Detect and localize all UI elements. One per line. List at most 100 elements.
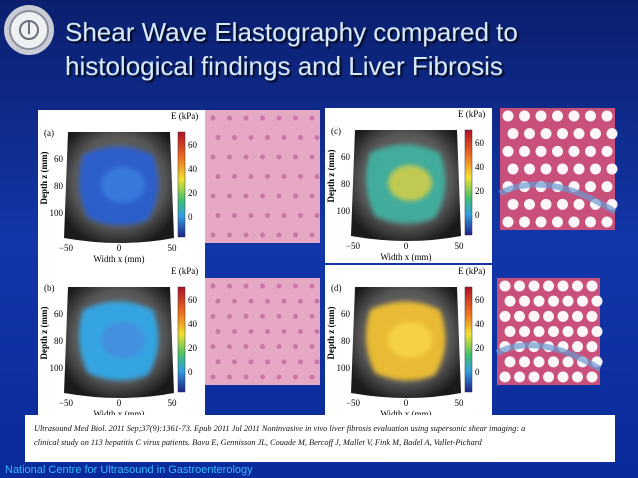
panel-label: (c) (331, 126, 341, 136)
histology-cell (227, 374, 232, 380)
histology-cell (562, 356, 574, 368)
y-tick: 60 (341, 309, 351, 319)
histology-cell (215, 298, 221, 304)
histology-cell (557, 280, 569, 292)
histology-cell (504, 295, 516, 307)
histology-cell (572, 280, 583, 292)
histology-cell (265, 174, 270, 179)
histology-cell (502, 145, 514, 157)
colorbar-tick: 40 (188, 164, 198, 174)
histology-cell (519, 326, 530, 337)
histology-cell (276, 313, 282, 319)
histology-cell (572, 341, 583, 353)
histology-cell (210, 374, 216, 380)
histology-cell (248, 329, 254, 334)
histology-cell (601, 110, 613, 122)
histology-cell (293, 313, 298, 319)
stiffness-map (388, 322, 432, 358)
histology-cell (557, 198, 568, 210)
histology-cell (557, 371, 569, 383)
histology-cell (568, 110, 580, 122)
histology-cell (606, 163, 618, 175)
histology-cell (276, 193, 282, 199)
histology-cell (281, 329, 287, 334)
histology-cell (586, 310, 598, 322)
histology-image (498, 108, 618, 230)
histology-cell (548, 326, 559, 337)
title-line: Shear Wave Elastography compared to (65, 17, 518, 47)
histology-cell (504, 356, 516, 368)
x-tick: −50 (346, 241, 361, 251)
histology-cell (552, 110, 563, 122)
colorbar-tick: 40 (475, 319, 485, 329)
histology-cell (519, 216, 530, 228)
panel-label: (b) (44, 283, 55, 293)
histology-cell (248, 359, 254, 365)
histology-cell (524, 163, 535, 175)
histology-cell (298, 298, 303, 304)
fibrosis-band (495, 342, 602, 372)
histology-cell (248, 213, 254, 218)
histology-cell (499, 371, 511, 383)
histology-cell (519, 356, 530, 368)
colorbar-tick: 60 (475, 295, 485, 305)
elastogram-panel: (a) E (kPa) 60 40 20 0 Depth z (mm) 60 80 100 −50 0… (38, 110, 205, 265)
histology-cell (552, 145, 563, 157)
y-tick: 100 (337, 206, 351, 216)
histology-cell (215, 359, 221, 365)
histology-cell (243, 374, 249, 380)
histology-cell (507, 198, 519, 210)
colorbar (177, 131, 186, 238)
histology-cell (210, 283, 216, 289)
x-tick: −50 (59, 243, 74, 253)
histology-cell (260, 193, 265, 199)
histology-cell (502, 216, 514, 228)
histology-cell (562, 295, 574, 307)
colorbar-tick: 20 (188, 343, 198, 353)
histology-cell (227, 115, 232, 121)
histology-cell (243, 344, 249, 350)
histology-cell (210, 154, 216, 160)
histology-cell (210, 115, 216, 121)
histology-cell (577, 326, 588, 337)
colorbar-title: E (kPa) (458, 109, 485, 119)
histology-cell (568, 216, 580, 228)
histology-cell (540, 128, 552, 140)
histology-cell (309, 374, 315, 380)
histology-cell (293, 283, 298, 289)
histology-cell (243, 193, 249, 199)
y-tick: 100 (50, 363, 64, 373)
histology-cell (227, 344, 232, 350)
histology-cell (281, 174, 287, 179)
histology-cell (314, 174, 320, 179)
histology-image (495, 278, 603, 385)
histology-cell (215, 174, 221, 179)
x-axis-label: Width x (mm) (93, 254, 144, 264)
histology-cell (210, 193, 216, 199)
caption-box (25, 415, 615, 462)
histology-cell (298, 213, 303, 218)
colorbar-tick: 40 (188, 319, 198, 329)
histology-cell (585, 216, 596, 228)
figure: (a) E (kPa) 60 40 20 0 Depth z (mm) 60 80 100 −50 0… (38, 108, 618, 420)
histology-cell (585, 110, 596, 122)
y-tick: 60 (54, 154, 64, 164)
colorbar-tick: 60 (188, 295, 198, 305)
histology-cell (210, 344, 216, 350)
histology-cell (243, 115, 249, 121)
histology-cell (507, 128, 519, 140)
colorbar-tick: 20 (188, 188, 198, 198)
histology-cell (590, 163, 601, 175)
histology-cell (298, 135, 303, 140)
footer: National Centre for Ultrasound in Gastro… (5, 464, 253, 476)
histology-cell (260, 283, 265, 289)
y-tick: 80 (54, 336, 64, 346)
histology-cell (535, 145, 547, 157)
histology-cell (573, 198, 585, 210)
colorbar-title: E (kPa) (171, 111, 198, 121)
panel-label: (d) (331, 283, 342, 293)
histology-cell (232, 213, 237, 218)
histology-cell (540, 163, 552, 175)
histology-cell (573, 163, 585, 175)
